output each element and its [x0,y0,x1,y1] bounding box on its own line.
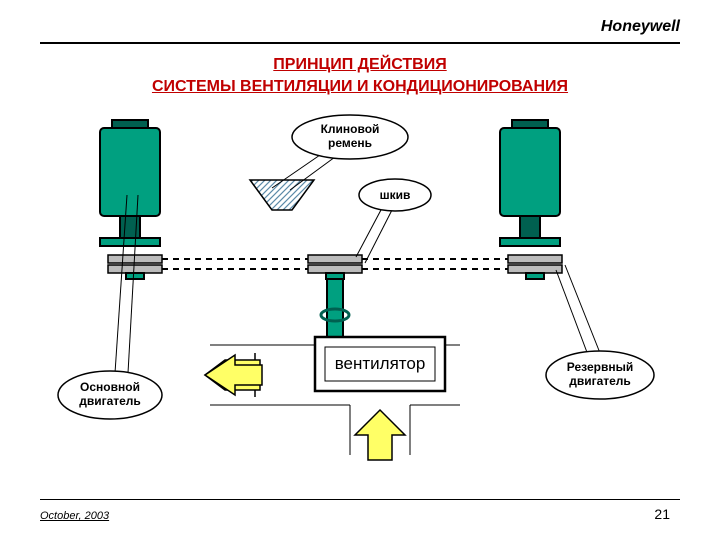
svg-text:ремень: ремень [328,136,372,150]
motor-main [100,120,160,246]
title-line1: ПРИНЦИП ДЕЙСТВИЯ [273,56,446,73]
footer-date: October, 2003 [40,510,109,522]
fan-label: вентилятор [335,354,426,373]
svg-text:Резервный: Резервный [567,360,633,374]
slide-title: ПРИНЦИП ДЕЙСТВИЯ СИСТЕМЫ ВЕНТИЛЯЦИИ И КО… [0,54,720,99]
svg-text:Клиновой: Клиновой [321,122,380,136]
arrow-up-icon [355,410,405,460]
callout-backup-motor: Резервный двигатель [546,265,654,399]
motor-backup [500,120,560,246]
svg-text:двигатель: двигатель [79,394,141,408]
brand-logo: Honeywell [601,18,680,36]
vbelt-funnel [250,180,314,210]
bottom-rule [40,499,680,500]
callout-pulley: шкив [356,179,431,263]
callout-main-motor: Основной двигатель [58,195,162,419]
page-number: 21 [654,506,670,522]
svg-text:шкив: шкив [380,188,411,202]
fan-box: вентилятор [315,337,445,391]
pulley-left [108,255,162,279]
top-rule [40,42,680,44]
svg-text:Основной: Основной [80,380,140,394]
title-line2: СИСТЕМЫ ВЕНТИЛЯЦИИ И КОНДИЦИОНИРОВАНИЯ [152,78,568,95]
svg-text:двигатель: двигатель [569,374,631,388]
hvac-diagram: вентилятор Клиновой ремень шкив Основной… [60,115,660,465]
pulley-right [508,255,562,279]
pulley-mid [308,255,362,279]
